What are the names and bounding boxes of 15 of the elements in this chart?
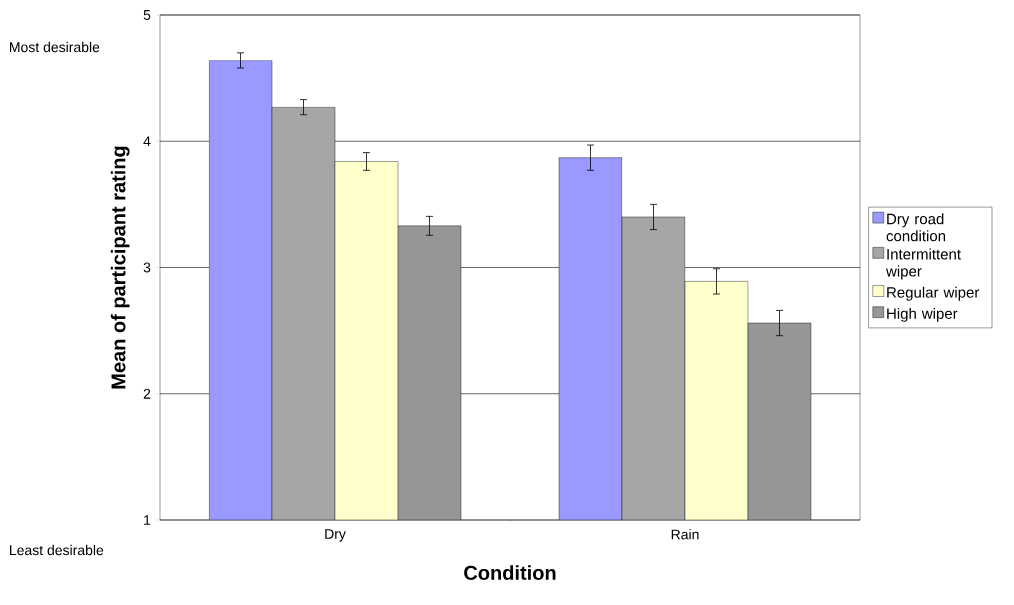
x-axis-title: Condition — [464, 565, 556, 580]
legend-label: High wiper — [887, 307, 958, 322]
y-tick-label: 5 — [143, 10, 151, 20]
x-tick-label: Dry — [325, 529, 346, 542]
legend-label: Intermittent wiper — [885, 248, 961, 280]
y-tick-label: 1 — [144, 515, 151, 525]
y-axis-title: Mean of participant rating — [110, 146, 130, 389]
y-tick-label: 3 — [143, 262, 151, 273]
text: Most desirable — [10, 41, 100, 53]
y-tick-label: 4 — [143, 136, 151, 147]
legend-label: Dry road condition — [886, 213, 946, 242]
text: Least desirable — [10, 544, 104, 556]
legend-label: Regular wiper — [887, 286, 980, 301]
x-tick-label: Rain — [671, 529, 699, 540]
y-tick-label: 2 — [143, 388, 151, 399]
